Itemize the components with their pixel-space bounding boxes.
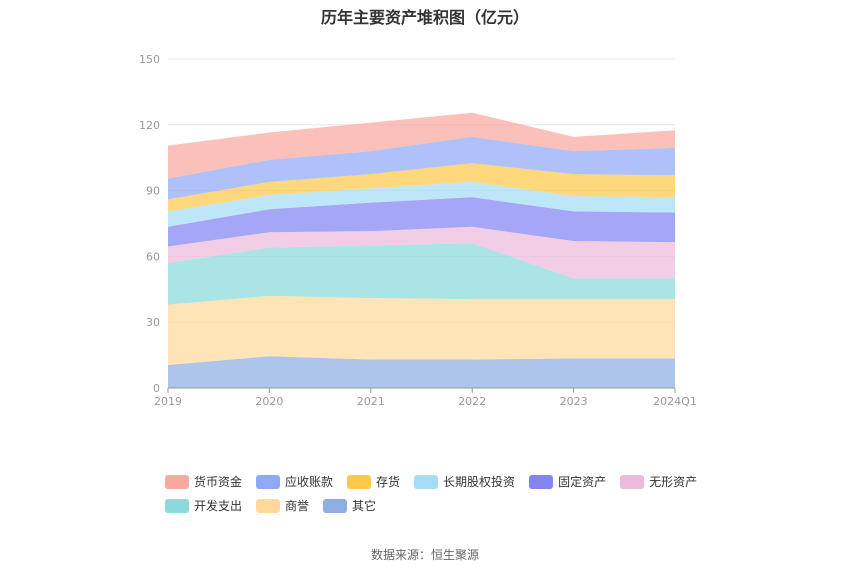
legend-label: 其它 [352,499,377,513]
legend-swatch [323,498,348,513]
area-series [168,163,675,212]
legend-swatch [347,474,372,489]
area-series [168,243,675,305]
x-tick-label: 2020 [255,395,283,408]
legend-swatch [256,474,281,489]
x-tick-label: 2021 [357,395,385,408]
legend: 货币资金 应收账款 存货 长期股权投资 固定资产 无形资产开发支出 商誉 其它 [165,473,725,514]
y-tick-label: 150 [139,53,160,66]
legend-label: 长期股权投资 [443,475,516,489]
area-series [168,136,675,200]
x-tick-label: 2022 [458,395,486,408]
y-tick-label: 60 [146,250,160,263]
legend-item[interactable]: 无形资产 [620,473,697,490]
legend-label: 货币资金 [194,475,243,489]
y-tick-label: 30 [146,316,160,329]
y-tick-label: 90 [146,185,160,198]
x-axis-ticks: 2019 2020 2021 2022 2023 2024Q1 [154,395,697,408]
legend-item[interactable]: 开发支出 [165,497,242,514]
legend-item[interactable]: 固定资产 [529,473,606,490]
y-tick-label: 0 [153,382,160,395]
x-tick-label: 2024Q1 [653,395,697,408]
legend-swatch [256,498,281,513]
area-series [168,181,675,227]
x-tick-label: 2019 [154,395,182,408]
legend-swatch [165,498,189,513]
legend-item[interactable]: 商誉 [256,497,309,514]
legend-label: 商誉 [285,499,310,513]
legend-swatch [529,474,554,489]
x-tick-label: 2023 [560,395,588,408]
legend-item[interactable]: 应收账款 [256,473,333,490]
legend-item[interactable]: 长期股权投资 [414,473,515,490]
area-series [168,295,675,365]
legend-swatch [620,474,645,489]
source-note: 数据来源：恒生聚源 [370,548,479,562]
legend-item[interactable]: 货币资金 [165,473,242,490]
area-series [168,197,675,247]
legend-label: 固定资产 [558,475,607,489]
x-axis [167,387,676,393]
legend-label: 无形资产 [649,475,698,489]
area-series [168,112,675,179]
legend-label: 开发支出 [194,499,243,513]
area-series-group [168,112,675,388]
legend-swatch [165,474,189,489]
area-series [168,356,675,388]
legend-label: 存货 [376,475,401,489]
y-axis-ticks: 0 30 60 90 120 150 [139,53,160,395]
stacked-area-chart: 0 30 60 90 120 150 2019 2020 2021 2022 2023 2024Q1 [139,53,697,408]
legend-swatch [414,474,439,489]
legend-item[interactable]: 存货 [347,473,400,490]
area-series [168,226,675,279]
legend-item[interactable]: 其它 [323,497,376,514]
chart-title: 历年主要资产堆积图（亿元） [320,8,529,27]
legend-label: 应收账款 [285,475,334,489]
y-tick-label: 120 [139,119,160,132]
